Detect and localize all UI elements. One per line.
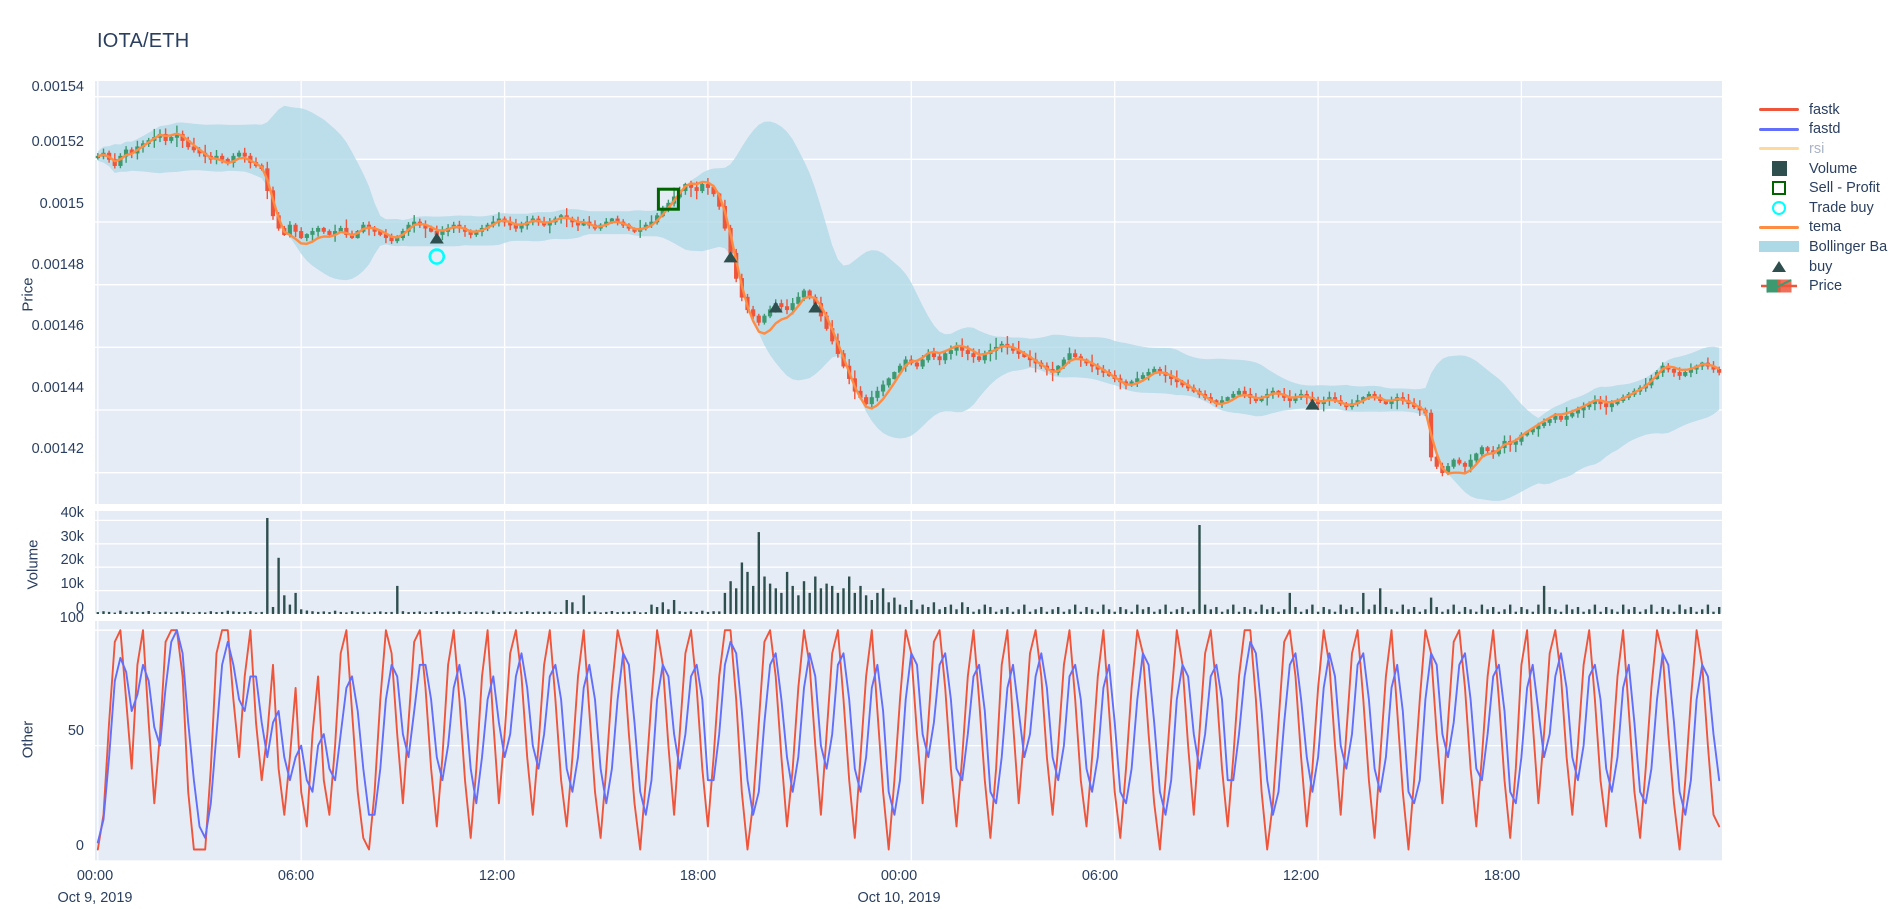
legend-item-label: Sell - Profit [1809, 180, 1880, 197]
volume-series [96, 518, 1721, 615]
price-ytick-1: 0.00152 [31, 134, 84, 150]
gridlines [95, 81, 1722, 862]
page-title: IOTA/ETH [97, 30, 190, 52]
legend-item-sell-profit[interactable]: Sell - Profit [1757, 178, 1888, 198]
volume-ytick-1: 30k [60, 529, 84, 545]
sell-profit-marker [656, 187, 680, 211]
bollinger-band-area [97, 105, 1720, 501]
volume-ytick-4: 0 [75, 600, 84, 616]
line-icon [1757, 100, 1801, 119]
xdate-label-1: Oct 10, 2019 [857, 890, 941, 906]
price-ytick-3: 0.00148 [31, 257, 84, 273]
volume-ytick-2: 20k [60, 552, 84, 568]
buy-marker-3 [808, 301, 823, 313]
filled-square-icon [1757, 159, 1801, 178]
xtick-7: 18:00 [1483, 868, 1521, 884]
legend-item-label: Price [1809, 278, 1843, 295]
line-icon [1757, 120, 1801, 139]
trade-markers [428, 187, 1320, 410]
legend-item-label: fastk [1809, 101, 1840, 118]
line-icon [1757, 139, 1801, 158]
candlestick-icon [1757, 277, 1801, 296]
buy-marker-0 [429, 232, 444, 244]
volume-ytick-3: 10k [60, 576, 84, 592]
legend-item-label: fastd [1809, 121, 1841, 138]
fastd-line [96, 629, 1721, 844]
other-ytick-2: 0 [75, 838, 84, 854]
volume-panel [95, 511, 1722, 614]
price-ytick-4: 0.00146 [31, 318, 84, 334]
legend-item-label: buy [1809, 258, 1833, 275]
legend-item-buy[interactable]: buy [1757, 257, 1888, 277]
xtick-2: 12:00 [478, 868, 516, 884]
other-ytick-1: 50 [67, 723, 84, 739]
legend-item-label: Trade buy [1809, 199, 1874, 216]
legend-item-trade-buy[interactable]: Trade buy [1757, 198, 1888, 218]
xtick-0: 00:00 [76, 868, 114, 884]
buy-marker-1 [723, 251, 738, 263]
legend-item-price[interactable]: Price [1757, 276, 1888, 296]
price-ytick-2: 0.0015 [39, 196, 84, 212]
fastk-line [96, 629, 1721, 851]
legend-item-volume[interactable]: Volume [1757, 159, 1888, 179]
buy-marker-2 [768, 301, 783, 313]
band-swatch-icon [1757, 237, 1801, 256]
legend-item-label: Bollinger Band [1809, 238, 1888, 255]
hollow-circle-icon [1757, 198, 1801, 217]
xtick-5: 06:00 [1081, 868, 1119, 884]
price-ytick-0: 0.00154 [31, 79, 84, 95]
trade-buy-marker [428, 248, 446, 265]
xtick-1: 06:00 [277, 868, 315, 884]
legend-item-rsi[interactable]: rsi [1757, 139, 1888, 159]
tema-line [97, 132, 1720, 475]
hollow-square-icon [1757, 179, 1801, 198]
legend-item-label: Volume [1809, 160, 1858, 177]
xtick-3: 18:00 [679, 868, 717, 884]
other-ytick-0: 100 [59, 610, 84, 626]
volume-ytick-0: 40k [60, 505, 84, 521]
xdate-label-0: Oct 9, 2019 [57, 890, 133, 906]
legend-item-bollinger-band[interactable]: Bollinger Band [1757, 237, 1888, 257]
legend-item-fastk[interactable]: fastk [1757, 100, 1888, 120]
legend: fastk fastd rsi Volume Sell - Profit Trade bu… [1757, 100, 1888, 296]
buy-marker-4 [1305, 398, 1320, 410]
legend-item-label: rsi [1809, 140, 1825, 157]
price-ytick-5: 0.00144 [31, 380, 84, 396]
line-icon [1757, 218, 1801, 237]
xtick-6: 12:00 [1282, 868, 1320, 884]
xtick-4: 00:00 [880, 868, 918, 884]
triangle-up-icon [1757, 257, 1801, 276]
price-ytick-6: 0.00142 [31, 441, 84, 457]
legend-item-fastd[interactable]: fastd [1757, 120, 1888, 140]
legend-item-label: tema [1809, 219, 1842, 236]
legend-item-tema[interactable]: tema [1757, 218, 1888, 238]
